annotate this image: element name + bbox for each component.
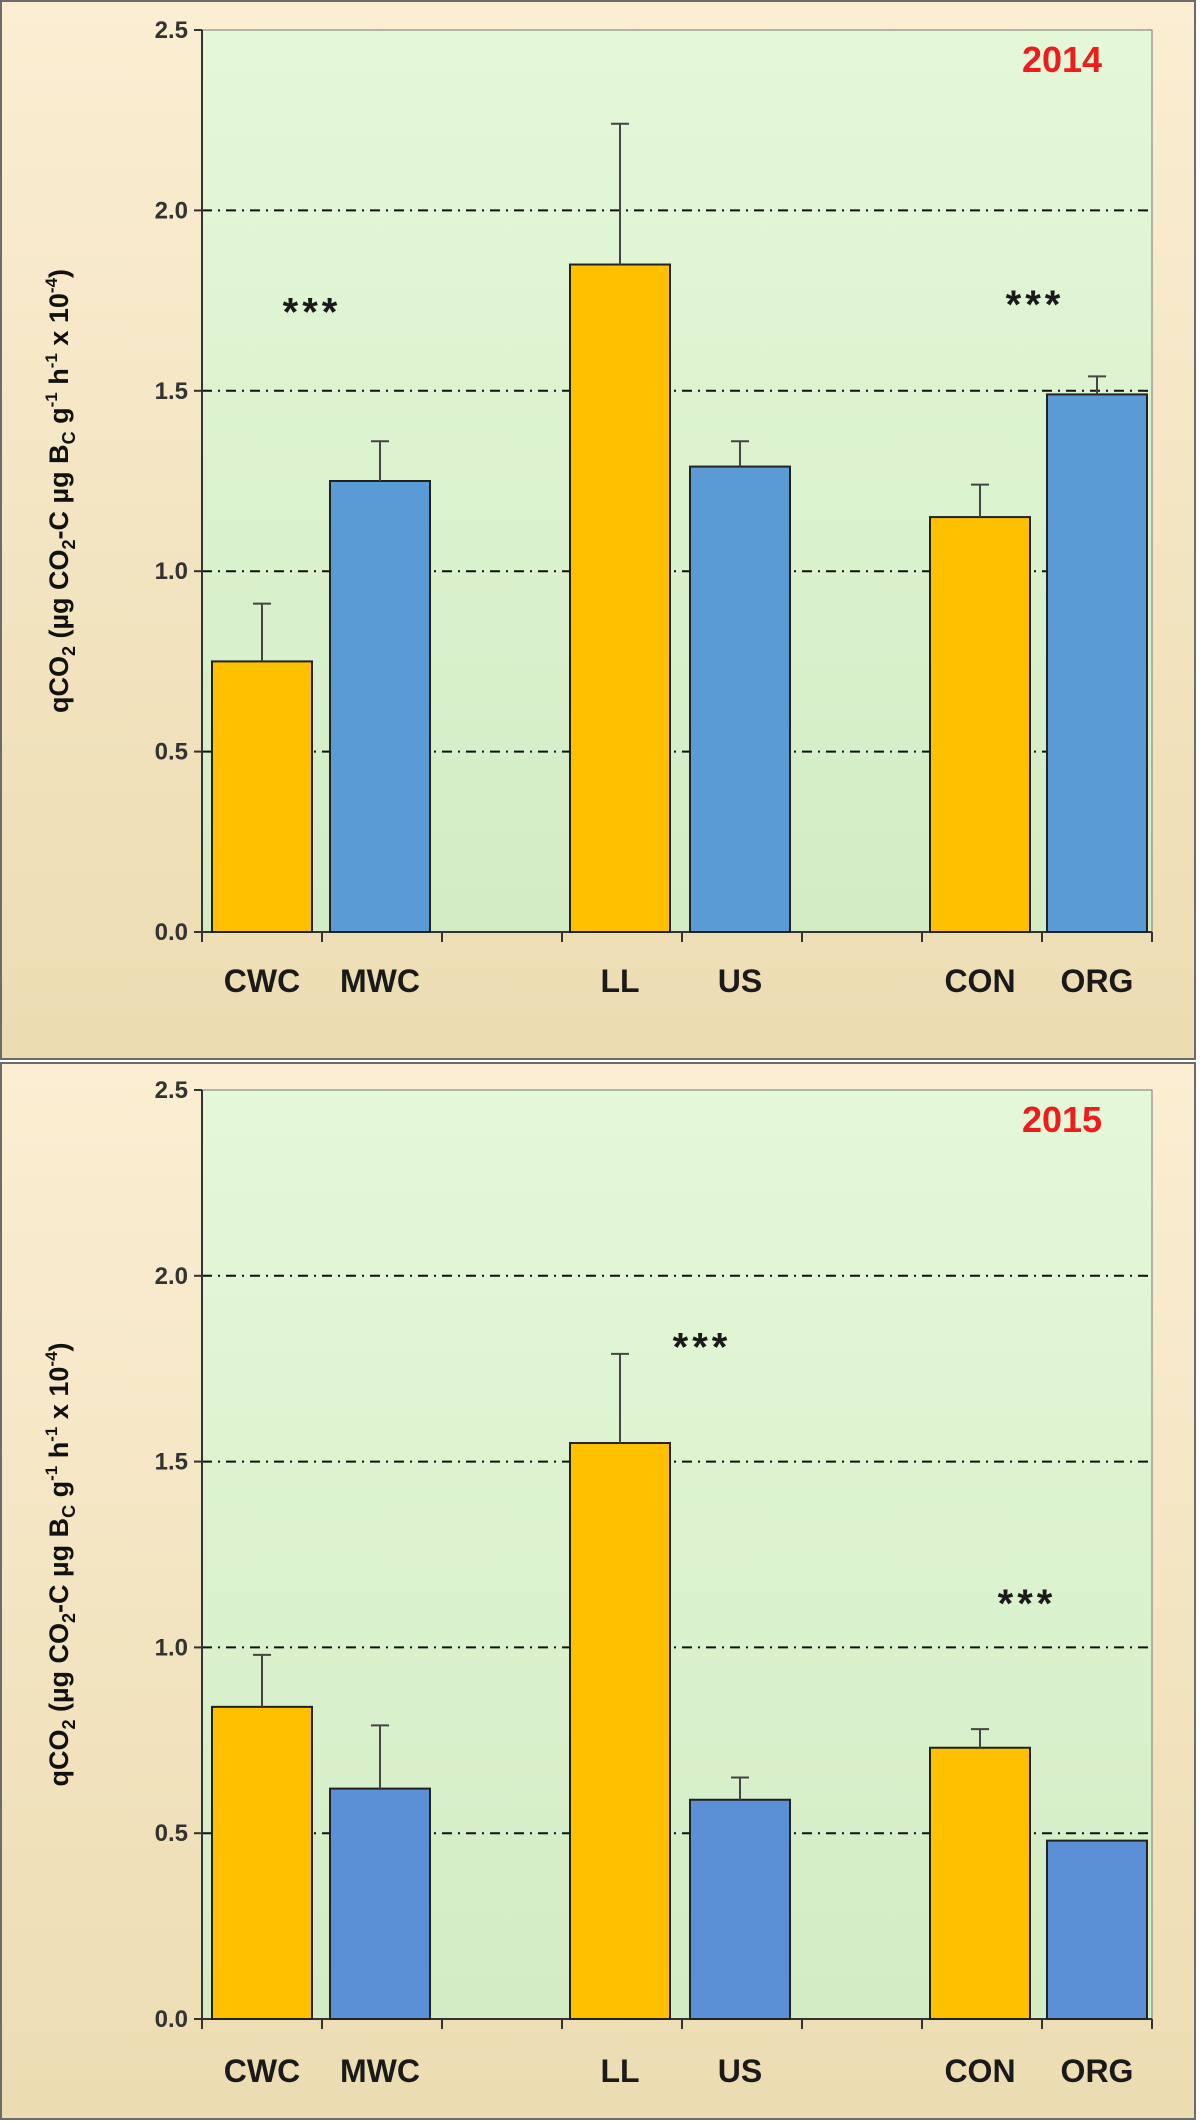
category-label: MWC <box>340 2053 420 2089</box>
axis-title-part: 2 <box>59 646 79 656</box>
axis-title-part: g <box>44 407 74 431</box>
category-label: LL <box>600 963 639 999</box>
axis-title-part: h <box>44 1442 74 1466</box>
chart-title: 2015 <box>1022 1099 1102 1140</box>
significance-marker: *** <box>283 290 342 334</box>
axis-title-part: -1 <box>42 1466 61 1481</box>
axis-title-part: x 10 <box>44 1367 74 1427</box>
category-label: CWC <box>224 2053 300 2089</box>
y-tick-label: 0.5 <box>155 1820 188 1847</box>
axis-title-part: ) <box>44 269 74 278</box>
category-label: ORG <box>1061 963 1134 999</box>
chart-panel-2015: 0.0 0.5 1.0 1.5 2.0 2.5 CWC MWC LL US CON ORG *** ***… <box>0 1062 1196 2120</box>
axis-title-part: qCO <box>44 1730 74 1787</box>
axis-title-part: 2 <box>59 1613 79 1623</box>
category-label: CON <box>944 2053 1015 2089</box>
category-label: CWC <box>224 963 300 999</box>
y-tick-label: 1.0 <box>155 558 188 585</box>
significance-marker: *** <box>998 1582 1057 1626</box>
axis-title-part: x 10 <box>44 293 74 353</box>
y-axis-title: qCO2 (µg CO2-C µg BC g-1 h-1 x 10-4) <box>42 1342 79 1786</box>
axis-title-part: 2 <box>59 539 79 549</box>
axis-title-part: C <box>59 1505 79 1518</box>
axis-title-part: ) <box>44 1342 74 1351</box>
y-tick-label: 0.0 <box>155 2006 188 2033</box>
category-label: LL <box>600 2053 639 2089</box>
bar-con <box>929 516 1031 934</box>
y-axis-title: qCO2 (µg CO2-C µg BC g-1 h-1 x 10-4) <box>42 269 79 713</box>
bar-cwc <box>211 1705 313 2021</box>
bar-con <box>929 1746 1031 2020</box>
y-tick-label: 2.0 <box>155 1263 188 1290</box>
bar-org <box>1046 1839 1148 2021</box>
axis-title-part: qCO <box>44 656 74 713</box>
bar-chart-2014: 0.0 0.5 1.0 1.5 2.0 2.5 CWC MWC LL US CON ORG *** ***… <box>42 17 1153 999</box>
y-tick-label: 2.5 <box>155 1077 188 1104</box>
category-label: MWC <box>340 963 420 999</box>
axis-title-part: -1 <box>42 1427 61 1442</box>
y-tick-label: 1.0 <box>155 1634 188 1661</box>
bar-ll <box>569 1442 671 2020</box>
category-label: US <box>718 963 762 999</box>
category-label: CON <box>944 963 1015 999</box>
axis-title-part: -1 <box>42 392 61 407</box>
bar-us <box>689 1798 791 2020</box>
y-tick-label: 0.5 <box>155 739 188 766</box>
axis-title-part: 2 <box>59 1720 79 1730</box>
category-label: ORG <box>1061 2053 1134 2089</box>
y-tick-label: 0.0 <box>155 919 188 946</box>
chart-title: 2014 <box>1022 39 1102 80</box>
axis-title-part: (µg CO <box>44 1623 74 1720</box>
axis-title-part: -4 <box>42 277 61 293</box>
y-tick-label: 1.5 <box>155 1449 188 1476</box>
bar-us <box>689 465 791 933</box>
axis-title-part: -C µg B <box>44 444 74 539</box>
axis-title-part: -1 <box>42 353 61 368</box>
significance-marker: *** <box>673 1325 732 1369</box>
bar-chart-2015: 0.0 0.5 1.0 1.5 2.0 2.5 CWC MWC LL US CON ORG *** ***… <box>42 1077 1153 2089</box>
axis-title-part: -4 <box>42 1351 61 1367</box>
y-tick-label: 2.5 <box>155 17 188 44</box>
bar-cwc <box>211 660 313 934</box>
axis-title-part: g <box>44 1481 74 1505</box>
axis-title-part: (µg CO <box>44 549 74 646</box>
bar-ll <box>569 263 671 933</box>
bar-org <box>1046 393 1148 933</box>
category-label: US <box>718 2053 762 2089</box>
significance-marker: *** <box>1006 283 1065 327</box>
axis-title-part: C <box>59 431 79 444</box>
axis-title-part: h <box>44 368 74 392</box>
bar-mwc <box>329 1787 431 2020</box>
axis-title-part: -C µg B <box>44 1518 74 1613</box>
y-tick-label: 2.0 <box>155 197 188 224</box>
chart-panel-2014: 0.0 0.5 1.0 1.5 2.0 2.5 CWC MWC LL US CON ORG *** ***… <box>0 0 1196 1060</box>
bar-mwc <box>329 480 431 933</box>
y-tick-label: 1.5 <box>155 378 188 405</box>
